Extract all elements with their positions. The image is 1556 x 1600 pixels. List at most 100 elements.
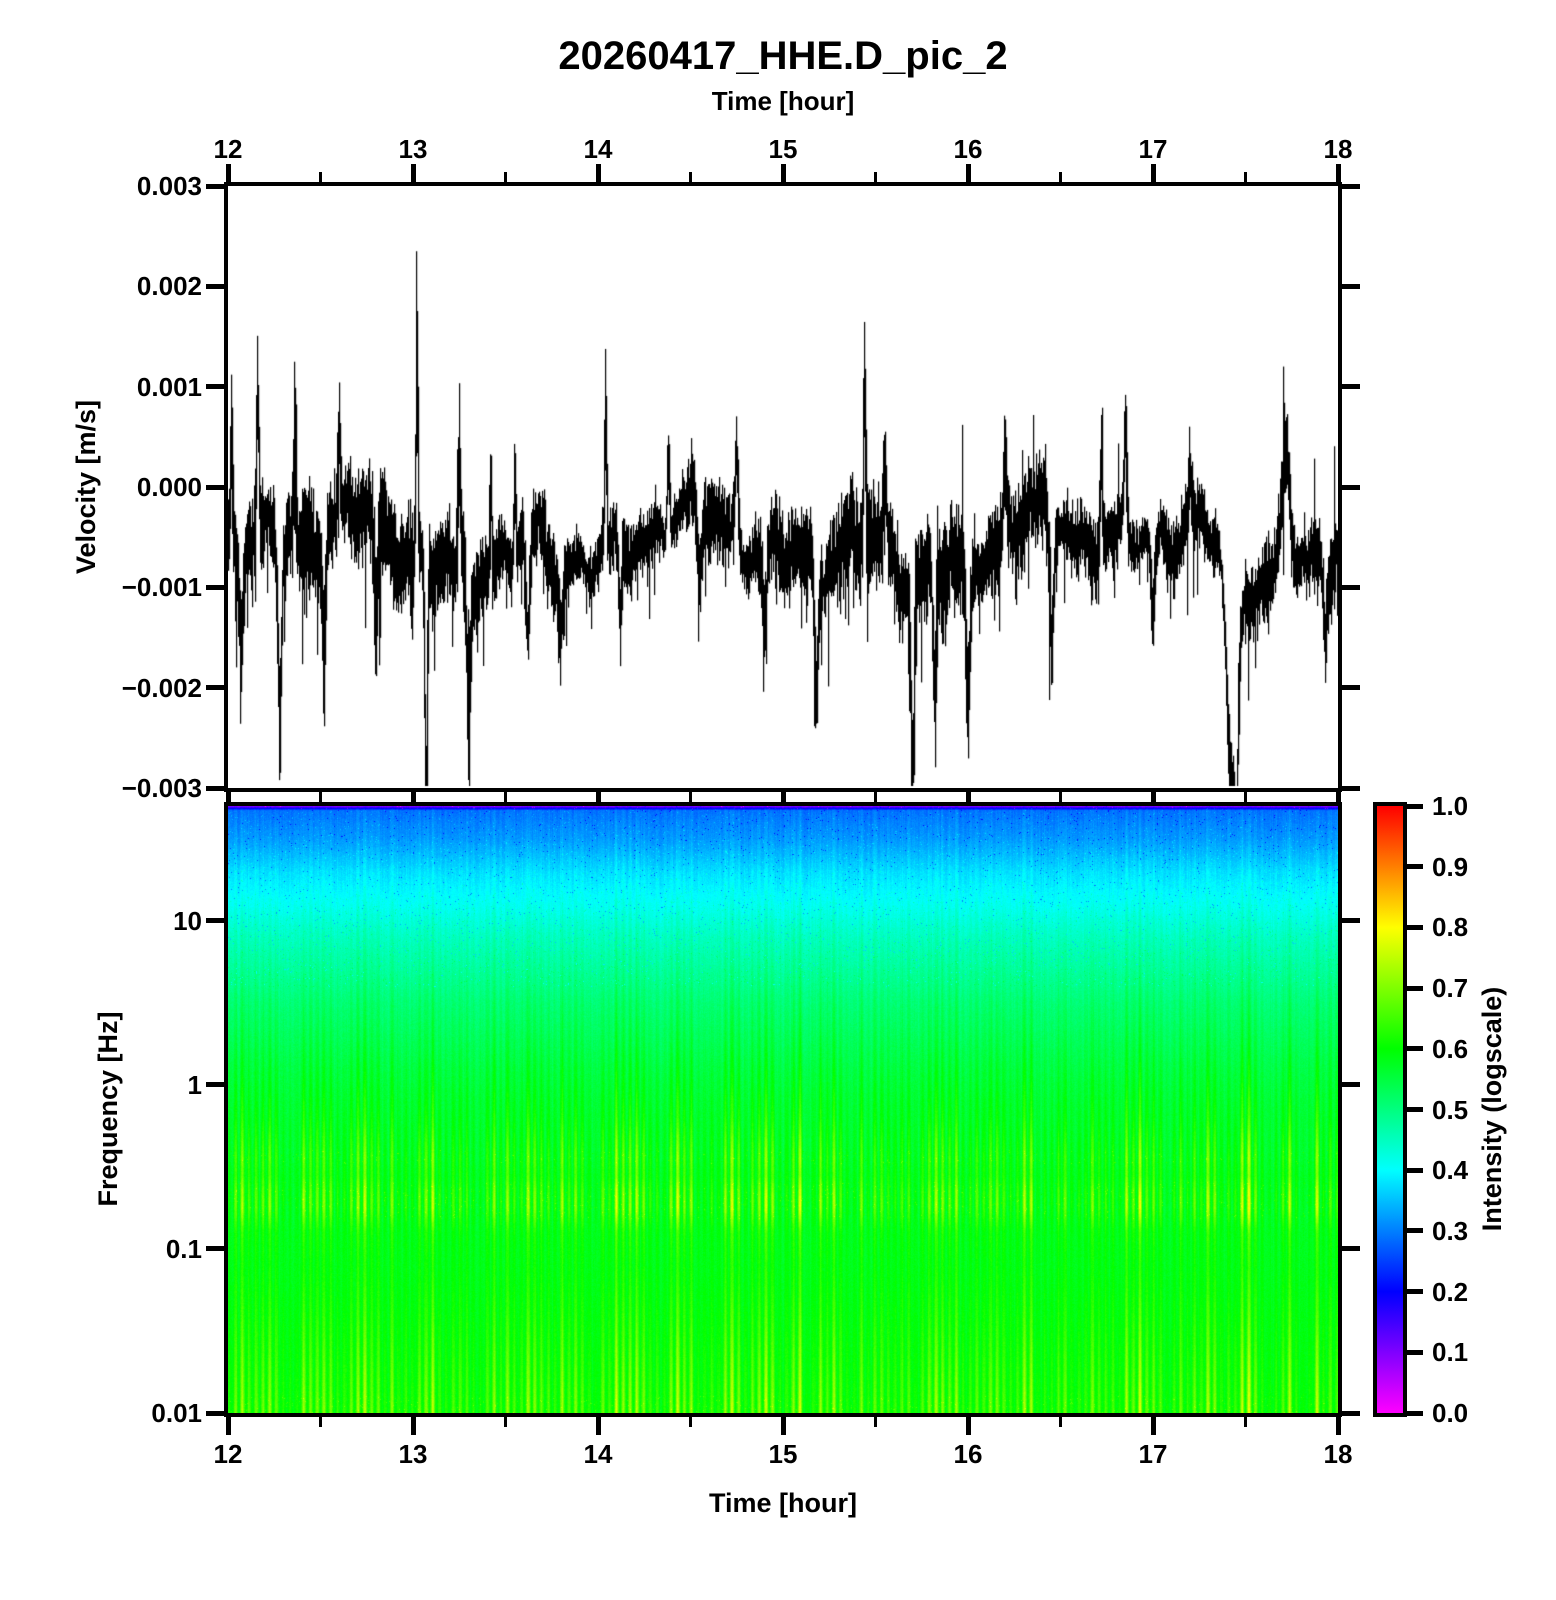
colorbar-tick-label: 0.2 [1432, 1276, 1469, 1307]
spectrogram-left-tick [206, 1246, 224, 1252]
colorbar-tick-label: 0.0 [1432, 1398, 1469, 1428]
waveform-top-minor-tick [504, 172, 507, 182]
spectrogram-top-major-tick [225, 788, 231, 802]
bottom-x-tick-label: 16 [953, 1439, 983, 1469]
waveform-y-tick-label: 0.001 [136, 371, 202, 402]
colorbar-tick [1407, 1289, 1423, 1295]
spectrogram-right-tick [1342, 918, 1360, 924]
waveform-right-tick [1342, 584, 1360, 590]
waveform-left-tick [206, 685, 224, 691]
spectrogram-left-tick [206, 918, 224, 924]
spectrogram-top-major-tick [595, 788, 601, 802]
spectrogram-bottom-major-tick [595, 1417, 601, 1435]
waveform-left-tick [206, 584, 224, 590]
waveform-top-minor-tick [1059, 172, 1062, 182]
spectrogram-top-major-tick [1335, 788, 1341, 802]
spectrogram-canvas [228, 806, 1338, 1413]
spectrogram-bottom-major-tick [1150, 1417, 1156, 1435]
spectrogram-top-minor-tick [1059, 794, 1062, 802]
colorbar-gradient-canvas [1377, 806, 1403, 1413]
spectrogram-y-tick-label: 10 [173, 905, 202, 936]
colorbar-tick-label: 0.3 [1432, 1215, 1469, 1246]
colorbar-tick [1407, 1349, 1423, 1355]
spectrogram-bottom-minor-tick [504, 1417, 507, 1427]
spectrogram-top-major-tick [410, 788, 416, 802]
spectrogram-bottom-minor-tick [319, 1417, 322, 1427]
waveform-top-major-tick [965, 164, 971, 182]
waveform-left-tick [206, 484, 224, 490]
waveform-right-tick [1342, 685, 1360, 691]
spectrogram-top-minor-tick [689, 794, 692, 802]
spectrogram-bottom-minor-tick [874, 1417, 877, 1427]
colorbar-tick [1407, 803, 1423, 809]
bottom-x-tick-label: 15 [768, 1439, 798, 1469]
waveform-y-tick-label: −0.002 [121, 672, 202, 703]
waveform-left-tick [206, 183, 224, 189]
spectrogram-y-tick-label: 0.01 [151, 1398, 202, 1428]
colorbar-tick-label: 0.7 [1432, 973, 1469, 1004]
spectrogram-bottom-major-tick [225, 1417, 231, 1435]
spectrogram-left-tick [206, 1410, 224, 1416]
waveform-y-tick-label: −0.003 [121, 773, 202, 803]
bottom-x-tick-label: 17 [1138, 1439, 1168, 1469]
waveform-right-tick [1342, 384, 1360, 390]
spectrogram-bottom-major-tick [965, 1417, 971, 1435]
waveform-left-tick [206, 283, 224, 289]
waveform-y-tick-label: 0.003 [136, 171, 202, 201]
colorbar-tick [1407, 1107, 1423, 1112]
spectrogram-right-tick [1342, 1410, 1360, 1416]
top-x-tick-label: 15 [768, 134, 798, 164]
top-x-tick-label: 17 [1138, 134, 1168, 164]
spectrogram-right-tick [1342, 1082, 1360, 1088]
top-axis-title: Time [hour] [711, 86, 855, 116]
spectrogram-bottom-major-tick [780, 1417, 786, 1435]
spectrogram-top-major-tick [780, 788, 786, 802]
top-x-tick-label: 16 [953, 134, 983, 164]
spectrogram-y-tick-label: 1 [187, 1069, 202, 1100]
page-title: 20260417_HHE.D_pic_2 [558, 34, 1008, 78]
bottom-x-tick-label: 14 [583, 1439, 613, 1469]
colorbar-tick-label: 1.0 [1432, 791, 1469, 821]
colorbar-frame [1373, 802, 1407, 1417]
colorbar-tick-label: 0.4 [1432, 1155, 1469, 1186]
spectrogram-right-tick [1342, 1246, 1360, 1252]
colorbar-tick-label: 0.5 [1432, 1094, 1469, 1125]
spectrogram-top-minor-tick [504, 794, 507, 802]
top-x-tick-label: 12 [213, 134, 243, 164]
spectrogram-y-axis-label: Frequency [Hz] [93, 1011, 123, 1207]
waveform-y-tick-label: 0.002 [136, 271, 202, 302]
spectrogram-bottom-minor-tick [1244, 1417, 1247, 1427]
spectrogram-bottom-minor-tick [689, 1417, 692, 1427]
colorbar-tick-label: 0.9 [1432, 851, 1469, 882]
spectrogram-bottom-major-tick [1335, 1417, 1341, 1435]
waveform-y-tick-label: 0.000 [136, 472, 202, 502]
colorbar-tick-label: 0.1 [1432, 1337, 1469, 1368]
bottom-x-tick-label: 12 [213, 1439, 243, 1469]
colorbar-tick-label: 0.6 [1432, 1033, 1469, 1064]
waveform-top-minor-tick [874, 172, 877, 182]
waveform-top-major-tick [595, 164, 601, 182]
colorbar-axis-label: Intensity (logscale) [1477, 986, 1507, 1232]
waveform-right-tick [1342, 183, 1360, 189]
spectrogram-bottom-minor-tick [1059, 1417, 1062, 1427]
seismogram-canvas [228, 186, 1338, 788]
waveform-top-minor-tick [319, 172, 322, 182]
waveform-right-tick [1342, 283, 1360, 289]
top-x-tick-label: 13 [398, 134, 428, 164]
waveform-right-tick [1342, 785, 1360, 791]
waveform-left-tick [206, 384, 224, 390]
spectrogram-top-minor-tick [1244, 794, 1247, 802]
colorbar-tick [1407, 1228, 1423, 1234]
bottom-x-tick-label: 18 [1323, 1439, 1353, 1469]
bottom-x-tick-label: 13 [398, 1439, 428, 1469]
colorbar-tick [1407, 1410, 1423, 1416]
colorbar-tick [1407, 864, 1423, 870]
colorbar-tick [1407, 985, 1423, 991]
spectrogram-bottom-major-tick [410, 1417, 416, 1435]
spectrogram-top-major-tick [965, 788, 971, 802]
waveform-right-tick [1342, 484, 1360, 490]
waveform-y-axis-label: Velocity [m/s] [71, 399, 101, 575]
